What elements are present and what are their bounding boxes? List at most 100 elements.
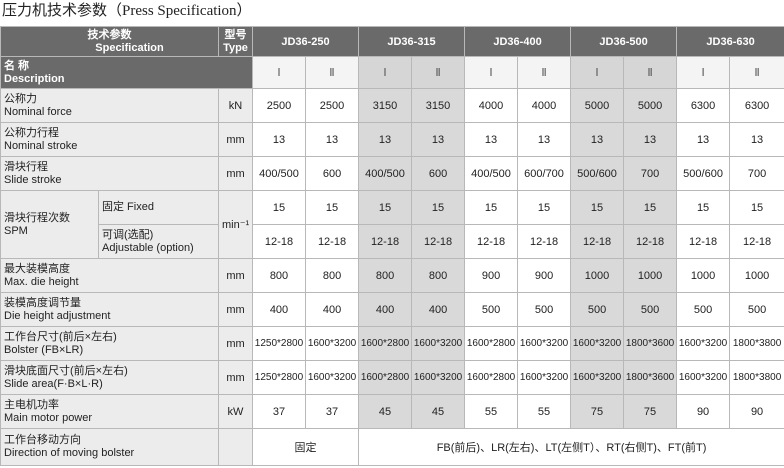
- value: 1600*2800: [358, 360, 413, 395]
- unit: mm: [218, 258, 253, 293]
- label-cn: 滑块行程: [4, 160, 48, 173]
- value: 12-18: [411, 224, 466, 259]
- model-header: JD36-315: [358, 26, 466, 57]
- value: 12-18: [304, 224, 360, 259]
- label-cn: 固定 Fixed: [102, 201, 154, 213]
- value: 1600*3200: [517, 360, 572, 395]
- value: 45: [411, 394, 466, 429]
- sub-header: Ⅱ: [411, 56, 466, 89]
- label-en: Max. die height: [4, 275, 79, 288]
- value: 15: [304, 190, 360, 225]
- header-row: 技术参数 Specification 型号 Type JD36-250 JD36-315 J…: [0, 26, 784, 57]
- value: 55: [517, 394, 572, 429]
- unit: mm: [218, 326, 253, 361]
- model-header: JD36-400: [464, 26, 572, 57]
- value: 1600*3200: [411, 360, 466, 395]
- label-en: Die height adjustment: [4, 309, 111, 322]
- value: 37: [304, 394, 360, 429]
- value: 600/700: [517, 156, 572, 191]
- value: 1600*3200: [570, 360, 625, 395]
- value: 900: [517, 258, 572, 293]
- value: 90: [676, 394, 731, 429]
- value: 3150: [358, 88, 413, 123]
- value: 2500: [252, 88, 306, 123]
- value: 12-18: [517, 224, 572, 259]
- row-label: 滑块行程次数 SPM: [0, 190, 99, 259]
- value: 15: [729, 190, 784, 225]
- value: 1250*2800: [252, 360, 306, 395]
- value: 6300: [729, 88, 784, 123]
- value: 4000: [464, 88, 519, 123]
- value: 45: [358, 394, 413, 429]
- unit: mm: [218, 292, 253, 327]
- value: 500: [623, 292, 678, 327]
- value: 900: [464, 258, 519, 293]
- table-row: 滑块行程次数 SPM 固定 Fixed min⁻¹ 15 15 15 15 15 15 15 15 15…: [0, 190, 784, 259]
- sub-header: Ⅱ: [304, 56, 360, 89]
- label-cn: 工作台尺寸(前后×左右): [4, 330, 117, 343]
- table-row: 公称力 Nominal force kN 2500 2500 3150 3150 4000 40…: [0, 88, 784, 123]
- value: 1600*3200: [304, 360, 360, 395]
- value: 13: [304, 122, 360, 157]
- value: 700: [623, 156, 678, 191]
- value: 12-18: [358, 224, 413, 259]
- value: 600: [304, 156, 360, 191]
- row-label: 工作台尺寸(前后×左右) Bolster (FB×LR): [0, 326, 219, 361]
- sub-header: Ⅰ: [252, 56, 306, 89]
- label-cn: 装模高度调节量: [4, 296, 81, 309]
- value: 1600*3200: [411, 326, 466, 361]
- model-header: JD36-500: [570, 26, 678, 57]
- value: 1800*3600: [623, 360, 678, 395]
- value: 800: [358, 258, 413, 293]
- value: 13: [676, 122, 731, 157]
- label-en: Description: [4, 72, 65, 85]
- value: 3150: [411, 88, 466, 123]
- row-label: 装模高度调节量 Die height adjustment: [0, 292, 219, 327]
- row-label: 工作台移动方向 Direction of moving bolster: [0, 428, 219, 466]
- value: 6300: [676, 88, 731, 123]
- value: 75: [623, 394, 678, 429]
- table-row: 可调(选配) Adjustable (option) 12-18 12-18 12-18…: [1, 224, 784, 259]
- value: 1800*3600: [623, 326, 678, 361]
- value: 4000: [517, 88, 572, 123]
- value: 700: [729, 156, 784, 191]
- table-row: 滑块行程 Slide stroke mm 400/500 600 400/500 600 40…: [0, 156, 784, 191]
- table-body: 技术参数 Specification 型号 Type JD36-250 JD36-315 J…: [0, 26, 784, 466]
- label-en: Nominal force: [4, 105, 72, 118]
- value: 13: [570, 122, 625, 157]
- row-label: 滑块行程 Slide stroke: [0, 156, 219, 191]
- label-en: Nominal stroke: [4, 139, 78, 152]
- value: 13: [252, 122, 306, 157]
- title: 压力机技术参数（Press Specification）: [2, 3, 252, 19]
- value: 15: [623, 190, 678, 225]
- value: 1800*3800: [729, 360, 784, 395]
- model-header: JD36-630: [676, 26, 784, 57]
- sub-header: Ⅰ: [676, 56, 731, 89]
- value: 1000: [729, 258, 784, 293]
- value: 1600*3200: [676, 360, 731, 395]
- value: 400: [411, 292, 466, 327]
- value: 55: [464, 394, 519, 429]
- value: 12-18: [729, 224, 784, 259]
- unit: min⁻¹: [218, 190, 253, 259]
- value: 15: [517, 190, 572, 225]
- unit: [218, 428, 253, 466]
- header-row: 名 称 Description Ⅰ Ⅱ Ⅰ Ⅱ Ⅰ Ⅱ Ⅰ Ⅱ Ⅰ Ⅱ: [0, 56, 784, 89]
- row-label: 滑块底面尺寸(前后×左右) Slide area(F·B×L·R): [0, 360, 219, 395]
- value: 13: [623, 122, 678, 157]
- unit: kW: [218, 394, 253, 429]
- unit: mm: [218, 360, 253, 395]
- value: 2500: [304, 88, 360, 123]
- value: 12-18: [252, 224, 306, 259]
- value: 13: [411, 122, 466, 157]
- value: 1000: [676, 258, 731, 293]
- value: 37: [252, 394, 306, 429]
- label-cn: 公称力: [4, 92, 37, 105]
- value: 13: [517, 122, 572, 157]
- label-en: Specification: [95, 41, 164, 54]
- value: 15: [570, 190, 625, 225]
- value: 400: [252, 292, 306, 327]
- spec-table: 技术参数 Specification 型号 Type JD36-250 JD36-315 J…: [0, 26, 784, 466]
- value: 15: [358, 190, 413, 225]
- value: 5000: [570, 88, 625, 123]
